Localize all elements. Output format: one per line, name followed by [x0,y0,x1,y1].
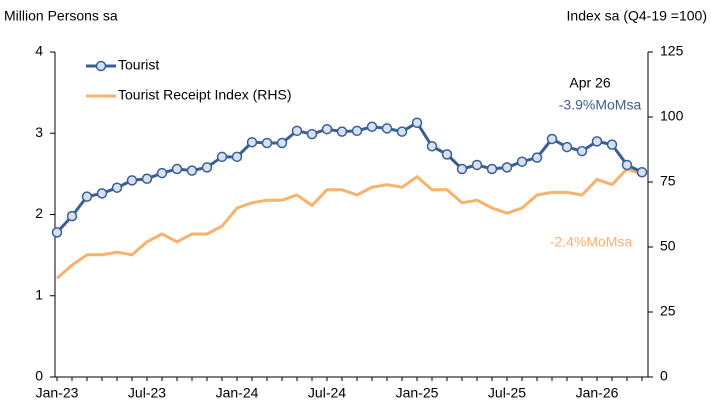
marker [171,163,183,175]
marker [216,151,228,163]
marker [456,163,468,175]
marker [276,137,288,149]
marker [381,123,393,134]
y2-tick-label: 100 [660,108,684,124]
marker [66,210,78,222]
annotation: -3.9%MoMsa [559,97,642,113]
y2-tick-label: 75 [660,173,676,189]
x-tick-label: Jul-24 [308,385,346,401]
y2-tick-label: 0 [660,368,668,384]
legend-marker [95,60,107,72]
marker [141,173,153,184]
legend-label: Tourist [118,57,159,73]
series-line [56,167,643,280]
marker [546,133,558,145]
marker [486,163,498,175]
marker [291,125,303,137]
marker [531,152,543,163]
marker [336,126,348,137]
marker [156,167,168,179]
marker [516,156,528,167]
y-tick-label: 0 [35,368,43,384]
marker [576,145,588,157]
annotation: -2.4%MoMsa [550,234,633,250]
x-tick-label: Jan-24 [216,385,259,401]
y-tick-label: 1 [35,286,43,302]
x-tick-label: Jan-25 [396,385,439,401]
marker [636,167,648,178]
marker [591,136,603,147]
marker [351,125,363,137]
marker [606,139,618,150]
x-tick-label: Jul-23 [128,385,166,401]
x-tick-label: Jan-26 [576,385,619,401]
x-tick-label: Jan-23 [36,385,79,401]
marker [231,151,243,163]
y-tick-label: 3 [35,124,43,140]
marker [111,182,123,193]
marker [321,123,333,135]
marker [471,159,483,171]
marker [261,137,273,149]
marker [246,136,258,148]
y-tick-label: 4 [35,43,43,59]
marker [396,126,408,137]
y-tick-label: 2 [35,205,43,221]
y2-tick-label: 50 [660,238,676,254]
marker [441,149,453,160]
marker [366,121,378,132]
y2-axis-label: Index sa (Q4-19 =100) [567,8,707,24]
marker [621,159,633,171]
marker [426,141,438,152]
marker [81,191,93,202]
marker [186,165,198,176]
marker [561,141,573,153]
series-line [55,120,643,234]
y2-tick-label: 25 [660,303,676,319]
x-tick-label: Jul-25 [488,385,526,401]
annotation: Apr 26 [569,75,610,91]
marker [306,128,318,140]
marker [51,227,63,238]
marker [501,162,513,173]
y-axis-label: Million Persons sa [4,8,118,24]
y2-tick-label: 125 [660,43,684,59]
marker [126,175,138,186]
marker [201,162,213,173]
legend-label: Tourist Receipt Index (RHS) [118,87,292,103]
marker [96,188,108,199]
marker [411,117,423,128]
